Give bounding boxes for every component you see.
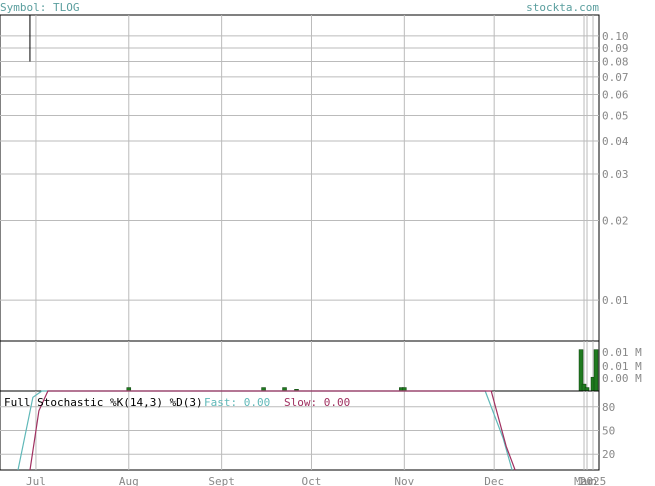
stochastic-fast-label: Fast: 0.00 bbox=[204, 396, 270, 409]
volume-tick-label: 0.01 M bbox=[602, 360, 642, 373]
price-tick-label: 0.03 bbox=[602, 168, 629, 181]
stochastic-title: Full Stochastic %K(14,3) %D(3) bbox=[4, 396, 203, 409]
stochastic-panel: 80 50 20 Full Stochastic %K(14,3) %D(3) Fa… bbox=[0, 390, 615, 471]
price-panel: 0.100.090.08 0.07 0.06 0.05 0.04 0.03 0.02 0.01 bbox=[0, 14, 629, 470]
month-label: Mar bbox=[574, 475, 594, 486]
stochastic-lines bbox=[17, 390, 516, 471]
stochastic-slow-label: Slow: 0.00 bbox=[284, 396, 350, 409]
stochastic-series-slow bbox=[29, 390, 516, 471]
month-label: Oct bbox=[302, 475, 322, 486]
symbol-label: Symbol: TLOG bbox=[0, 1, 79, 14]
price-tick-label: 0.01 bbox=[602, 294, 629, 307]
volume-panel: 0.01 M0.01 M0.00 M bbox=[0, 340, 642, 392]
stochastic-grid bbox=[0, 391, 599, 470]
month-label: Dec bbox=[484, 475, 504, 486]
price-tick-label: 0.06 bbox=[602, 89, 629, 102]
price-tick-label: 0.04 bbox=[602, 135, 629, 148]
price-tick-labels: 0.100.090.08 0.07 0.06 0.05 0.04 0.03 0.02 0.01 bbox=[602, 30, 629, 307]
site-label: stockta.com bbox=[526, 1, 599, 14]
price-tick-label: 0.02 bbox=[602, 215, 629, 228]
volume-tick-label: 0.00 M bbox=[602, 372, 642, 385]
price-panel-frame bbox=[0, 14, 600, 342]
volume-panel-frame bbox=[0, 340, 600, 392]
price-tick-label: 0.05 bbox=[602, 109, 629, 122]
stochastic-tick-label: 20 bbox=[602, 448, 615, 461]
month-label: 2025 bbox=[580, 475, 607, 486]
volume-bars bbox=[126, 349, 599, 392]
month-label: Sept bbox=[208, 475, 235, 486]
price-grid bbox=[0, 15, 599, 341]
month-label: Nov bbox=[394, 475, 414, 486]
volume-bar bbox=[584, 387, 590, 392]
price-tick-label: 0.10 bbox=[602, 30, 629, 43]
month-label: Aug bbox=[119, 475, 139, 486]
stochastic-tick-label: 80 bbox=[602, 401, 615, 414]
stochastic-tick-labels: 80 50 20 bbox=[602, 401, 615, 461]
month-label: Jun bbox=[577, 475, 597, 486]
volume-tick-labels: 0.01 M0.01 M0.00 M bbox=[602, 346, 642, 385]
volume-bar bbox=[593, 349, 599, 392]
month-label: Jul bbox=[26, 475, 46, 486]
price-tick-label: 0.09 bbox=[602, 42, 629, 55]
stochastic-tick-label: 50 bbox=[602, 425, 615, 438]
price-tick-label: 0.07 bbox=[602, 71, 629, 84]
price-tick-label: 0.08 bbox=[602, 56, 629, 69]
volume-tick-label: 0.01 M bbox=[602, 346, 642, 359]
